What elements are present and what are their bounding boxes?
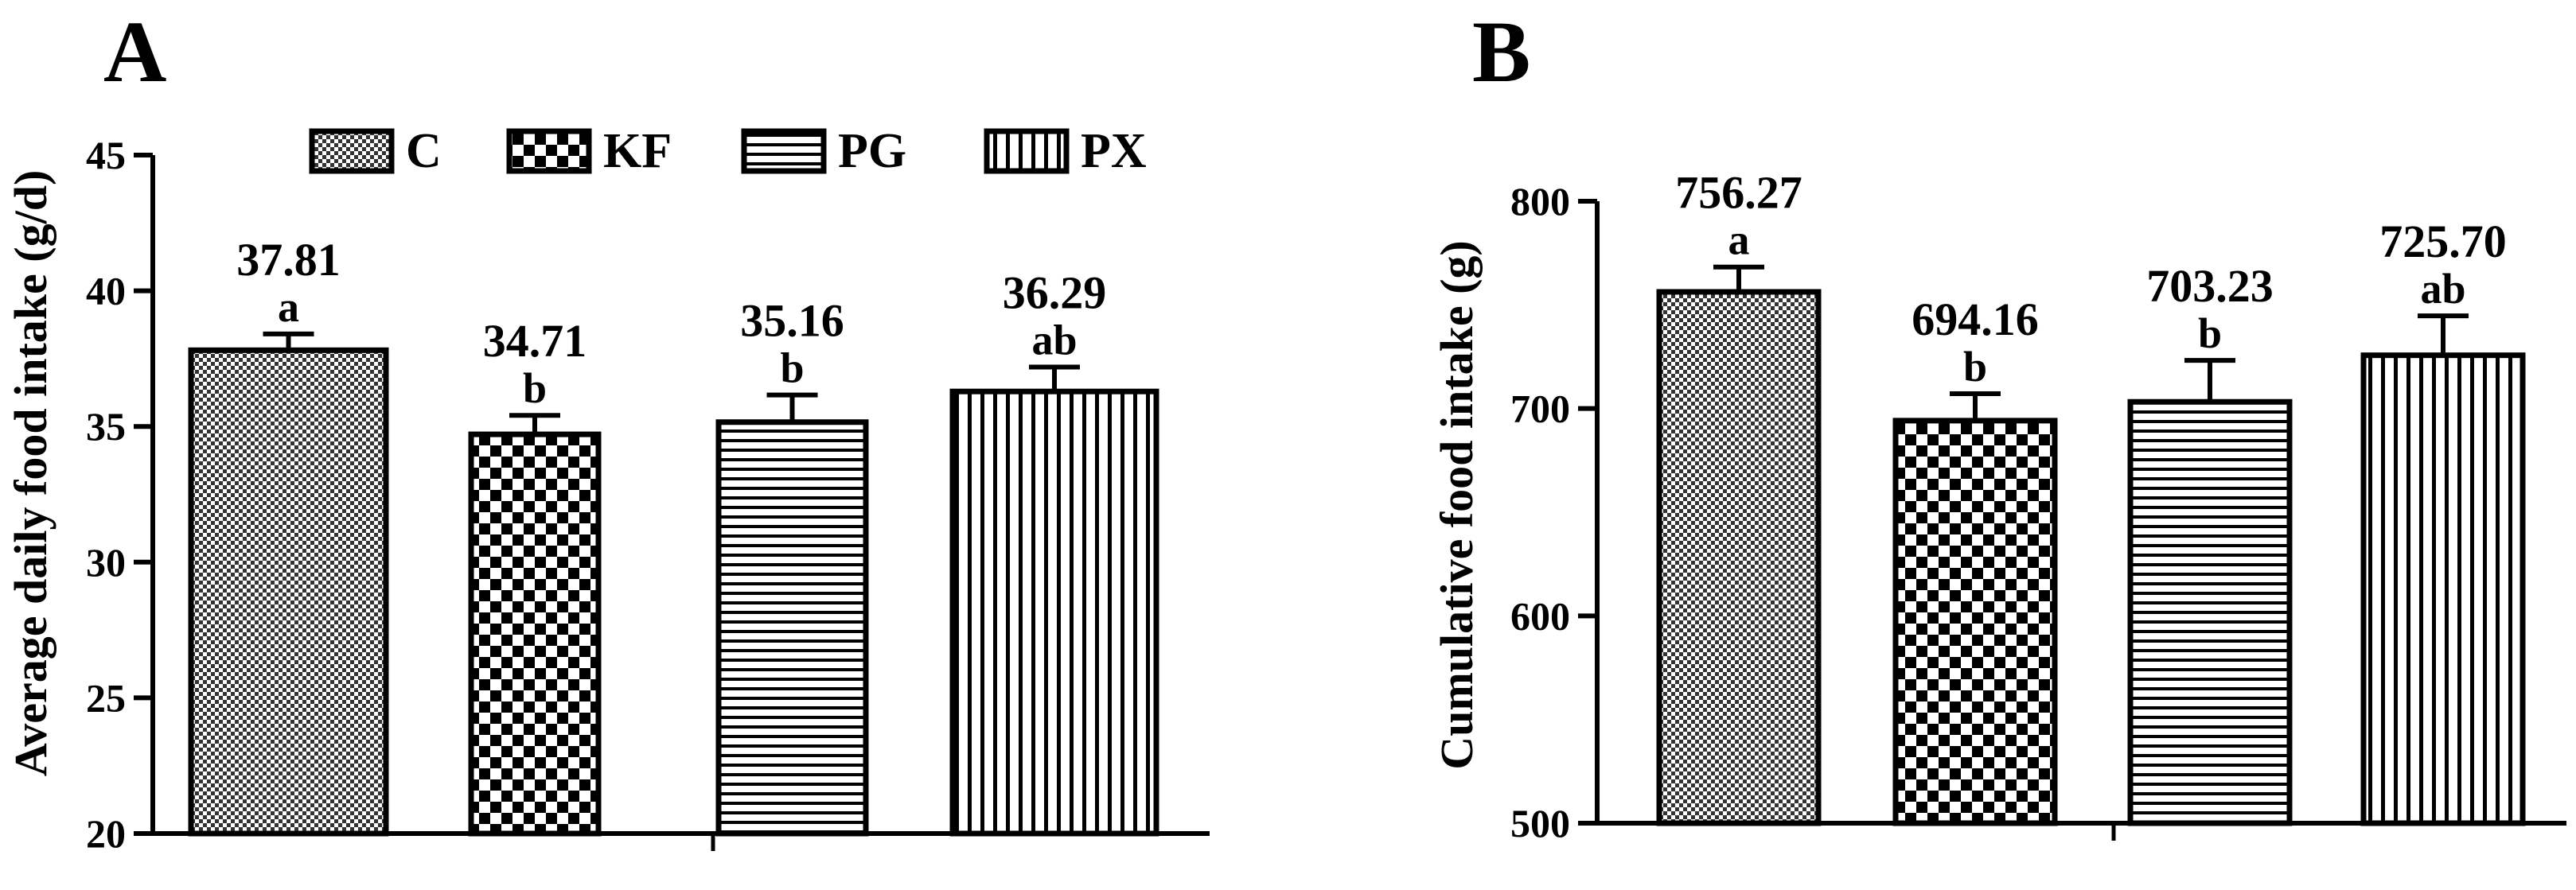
value-label: 703.23 — [2146, 260, 2274, 312]
y-tick-label: 800 — [1510, 179, 1570, 223]
y-tick-label: 600 — [1510, 593, 1570, 638]
legend-swatch-kf — [506, 128, 592, 174]
significance-letter: b — [2198, 309, 2222, 357]
y-tick-label: 25 — [86, 675, 126, 720]
bar-kf — [1892, 418, 2058, 826]
value-label: 34.71 — [483, 315, 587, 367]
legend: C KF PG PX — [309, 124, 1147, 178]
significance-letter: b — [523, 364, 547, 412]
y-tick-label: 35 — [86, 404, 126, 449]
y-axis-label-b: Cumulative food intake (g) — [1431, 240, 1483, 769]
bar-c — [188, 347, 389, 837]
bar-c — [1656, 289, 1822, 826]
legend-swatch-pg — [741, 128, 827, 174]
panel-a: A Average daily food intake (g/d) C KF PG P… — [5, 3, 1210, 856]
legend-swatch-c — [309, 128, 395, 174]
significance-letter: b — [780, 344, 804, 392]
panel-label-b: B — [1472, 3, 1530, 100]
bar-pg — [2127, 398, 2293, 826]
legend-label-kf: KF — [603, 124, 672, 178]
y-axis-label-a: Average daily food intake (g/d) — [5, 170, 57, 777]
panel-b: B Cumulative food intake (g) 500 600 700 80… — [1431, 3, 2566, 845]
significance-letter: a — [1728, 216, 1750, 264]
legend-label-px: PX — [1081, 124, 1147, 178]
value-label: 36.29 — [1003, 266, 1107, 318]
y-tick-label: 700 — [1510, 387, 1570, 431]
significance-letter: ab — [2420, 265, 2465, 313]
y-tick-label: 45 — [86, 133, 126, 177]
significance-letter: ab — [1031, 316, 1077, 363]
bar-px — [949, 388, 1159, 837]
value-label: 725.70 — [2379, 216, 2507, 267]
y-tick-label: 30 — [86, 540, 126, 585]
value-label: 37.81 — [236, 234, 341, 286]
panel-label-a: A — [103, 3, 166, 100]
bar-pg — [715, 419, 869, 837]
y-tick-label: 40 — [86, 269, 126, 313]
bar-kf — [468, 431, 602, 837]
bar-px — [2360, 352, 2526, 826]
y-tick-label: 500 — [1510, 801, 1570, 845]
legend-swatch-px — [984, 128, 1070, 174]
value-label: 694.16 — [1912, 293, 2039, 345]
value-label: 35.16 — [740, 295, 844, 347]
legend-label-c: C — [406, 124, 442, 178]
legend-label-pg: PG — [838, 124, 906, 178]
y-tick-label: 20 — [86, 811, 126, 856]
significance-letter: b — [1963, 343, 1987, 391]
significance-letter: a — [278, 283, 299, 331]
value-label: 756.27 — [1675, 167, 1802, 219]
